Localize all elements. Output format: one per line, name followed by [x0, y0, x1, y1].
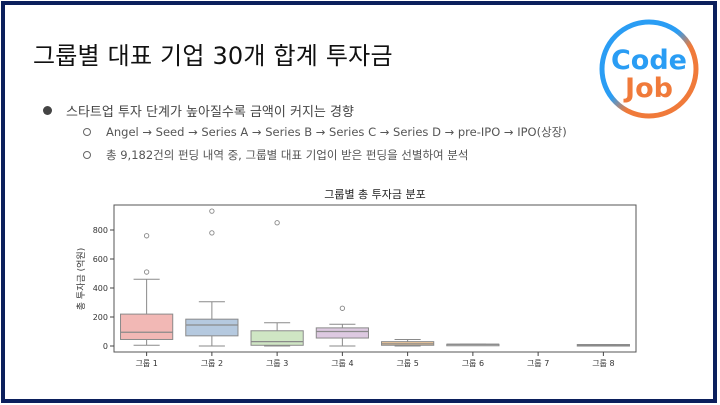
outlier-point	[143, 233, 150, 239]
bullet-sub-text: 총 9,182건의 펀딩 내역 중, 그룹별 대표 기업이 받은 펀딩을 선별하…	[106, 148, 469, 162]
x-tick-label: 그룹 1	[135, 359, 157, 368]
y-tick-label: 800	[93, 226, 108, 235]
y-tick-label: 400	[93, 284, 108, 293]
hollow-bullet-icon	[83, 151, 91, 159]
box	[120, 313, 174, 340]
outlier-point	[209, 208, 215, 214]
x-tick-label: 그룹 7	[527, 359, 549, 368]
x-tick-label: 그룹 4	[331, 359, 353, 368]
boxplot-chart: 그룹별 총 투자금 분포 총 투자금 (억원) 0 200 400 600 800 그룹 …	[60, 183, 660, 373]
logo-text-job: Job	[623, 73, 673, 104]
y-tick-label: 200	[93, 313, 108, 322]
outlier-point	[339, 305, 346, 311]
bullet-main-text: 스타트업 투자 단계가 높아질수록 금액이 커지는 경향	[66, 105, 354, 120]
outlier-point	[209, 230, 215, 236]
x-tick-label: 그룹 5	[396, 359, 418, 368]
bullet-sub-text: Angel → Seed → Series A → Series B → Ser…	[106, 125, 567, 139]
y-axis-label: 총 투자금 (억원)	[75, 248, 87, 310]
x-tick-label: 그룹 3	[266, 359, 288, 368]
outlier-point	[143, 269, 150, 275]
boxplot-svg: 그룹별 총 투자금 분포 총 투자금 (억원) 0 200 400 600 800 그룹 …	[75, 188, 637, 368]
logo-text-code: Code	[611, 45, 687, 76]
box	[250, 330, 304, 346]
y-tick-label: 0	[103, 342, 108, 351]
hollow-bullet-icon	[83, 128, 91, 136]
x-tick-label: 그룹 8	[592, 359, 614, 368]
x-tick-label: 그룹 2	[201, 359, 223, 368]
y-tick-label: 600	[93, 255, 108, 264]
box	[315, 327, 369, 339]
x-tick-label: 그룹 6	[462, 359, 484, 368]
filled-bullet-icon	[43, 106, 52, 115]
slide-title: 그룹별 대표 기업 30개 합계 투자금	[33, 42, 393, 70]
codejob-logo-icon: Code Job	[597, 17, 701, 121]
plot-area: 0 200 400 600 800 그룹 1 그룹 2 그룹 3 그룹 4 그룹 5 그룹 6 그룹 …	[93, 204, 637, 368]
plot-frame	[113, 204, 637, 353]
chart-title: 그룹별 총 투자금 분포	[324, 188, 426, 201]
outlier-point	[274, 220, 280, 226]
box	[185, 318, 239, 337]
